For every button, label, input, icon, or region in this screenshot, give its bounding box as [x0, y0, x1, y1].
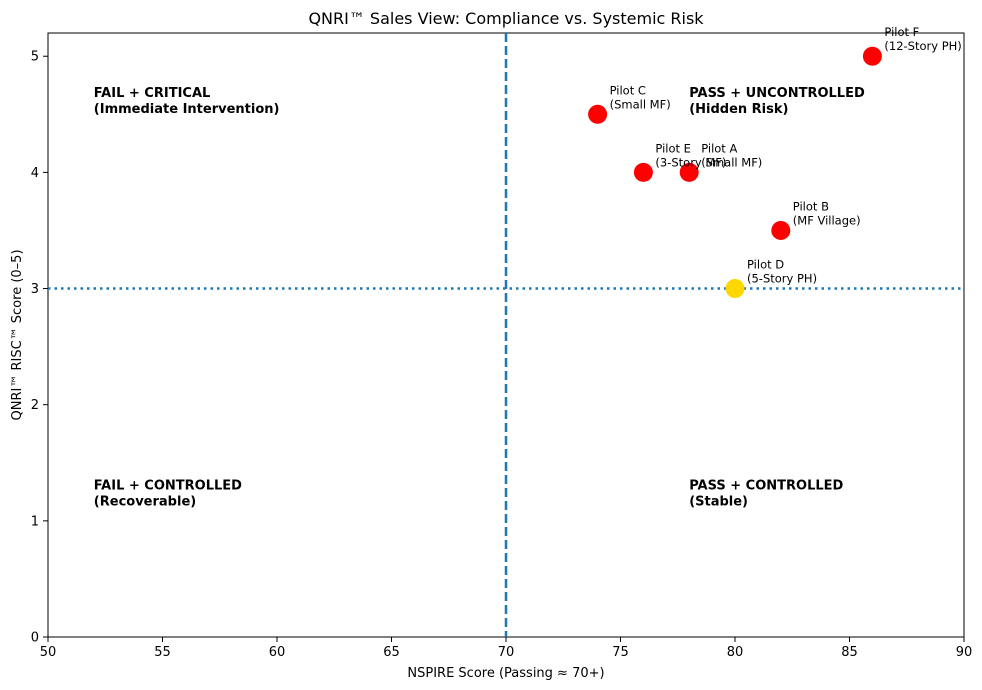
x-axis: 50 55 60 65 70 75 80 85 90 — [40, 637, 973, 660]
data-point — [725, 279, 745, 299]
point-labels: Pilot A (Small MF) Pilot B (MF Village) Pilo… — [610, 25, 962, 285]
x-tick-label: 65 — [383, 645, 400, 660]
data-point — [679, 162, 699, 182]
y-tick-label: 2 — [31, 398, 39, 413]
data-point-label: Pilot E (3-Story MF) — [655, 141, 726, 169]
quadrant-label: FAIL + CRITICAL (Immediate Intervention) — [94, 86, 280, 117]
x-axis-label: NSPIRE Score (Passing ≈ 70+) — [407, 666, 604, 681]
data-point — [771, 220, 791, 240]
data-point-label: Pilot C (Small MF) — [610, 83, 671, 111]
x-tick-label: 90 — [956, 645, 973, 660]
quadrant-label: FAIL + CONTROLLED (Recoverable) — [94, 478, 242, 509]
reference-lines — [48, 33, 964, 637]
quadrant-label: PASS + UNCONTROLLED (Hidden Risk) — [689, 86, 865, 117]
data-points — [588, 46, 882, 299]
x-tick-label: 75 — [612, 645, 629, 660]
data-point-label: Pilot D (5-Story PH) — [747, 258, 817, 286]
y-tick-label: 1 — [31, 514, 39, 529]
data-point-label: Pilot A (Small MF) — [701, 141, 762, 169]
y-axis: 0 1 2 3 4 5 — [31, 50, 48, 646]
x-tick-label: 85 — [841, 645, 858, 660]
data-point-label: Pilot B (MF Village) — [793, 199, 861, 227]
y-axis-label: QNRI™ RISC™ Score (0–5) — [10, 249, 25, 420]
chart-title: QNRI™ Sales View: Compliance vs. Systemi… — [308, 9, 704, 28]
x-tick-label: 50 — [40, 645, 57, 660]
y-tick-label: 0 — [31, 631, 39, 646]
data-point — [588, 104, 608, 124]
quadrant-labels: FAIL + CRITICAL (Immediate Intervention) P… — [94, 86, 865, 510]
y-tick-label: 4 — [31, 166, 39, 181]
x-tick-label: 80 — [727, 645, 744, 660]
y-tick-label: 3 — [31, 282, 39, 297]
x-tick-label: 60 — [269, 645, 286, 660]
data-point — [633, 162, 653, 182]
data-point-label: Pilot F (12-Story PH) — [884, 25, 961, 53]
quadrant-label: PASS + CONTROLLED (Stable) — [689, 478, 843, 509]
x-tick-label: 70 — [498, 645, 515, 660]
data-point — [862, 46, 882, 66]
x-tick-label: 55 — [154, 645, 171, 660]
y-tick-label: 5 — [31, 50, 39, 65]
